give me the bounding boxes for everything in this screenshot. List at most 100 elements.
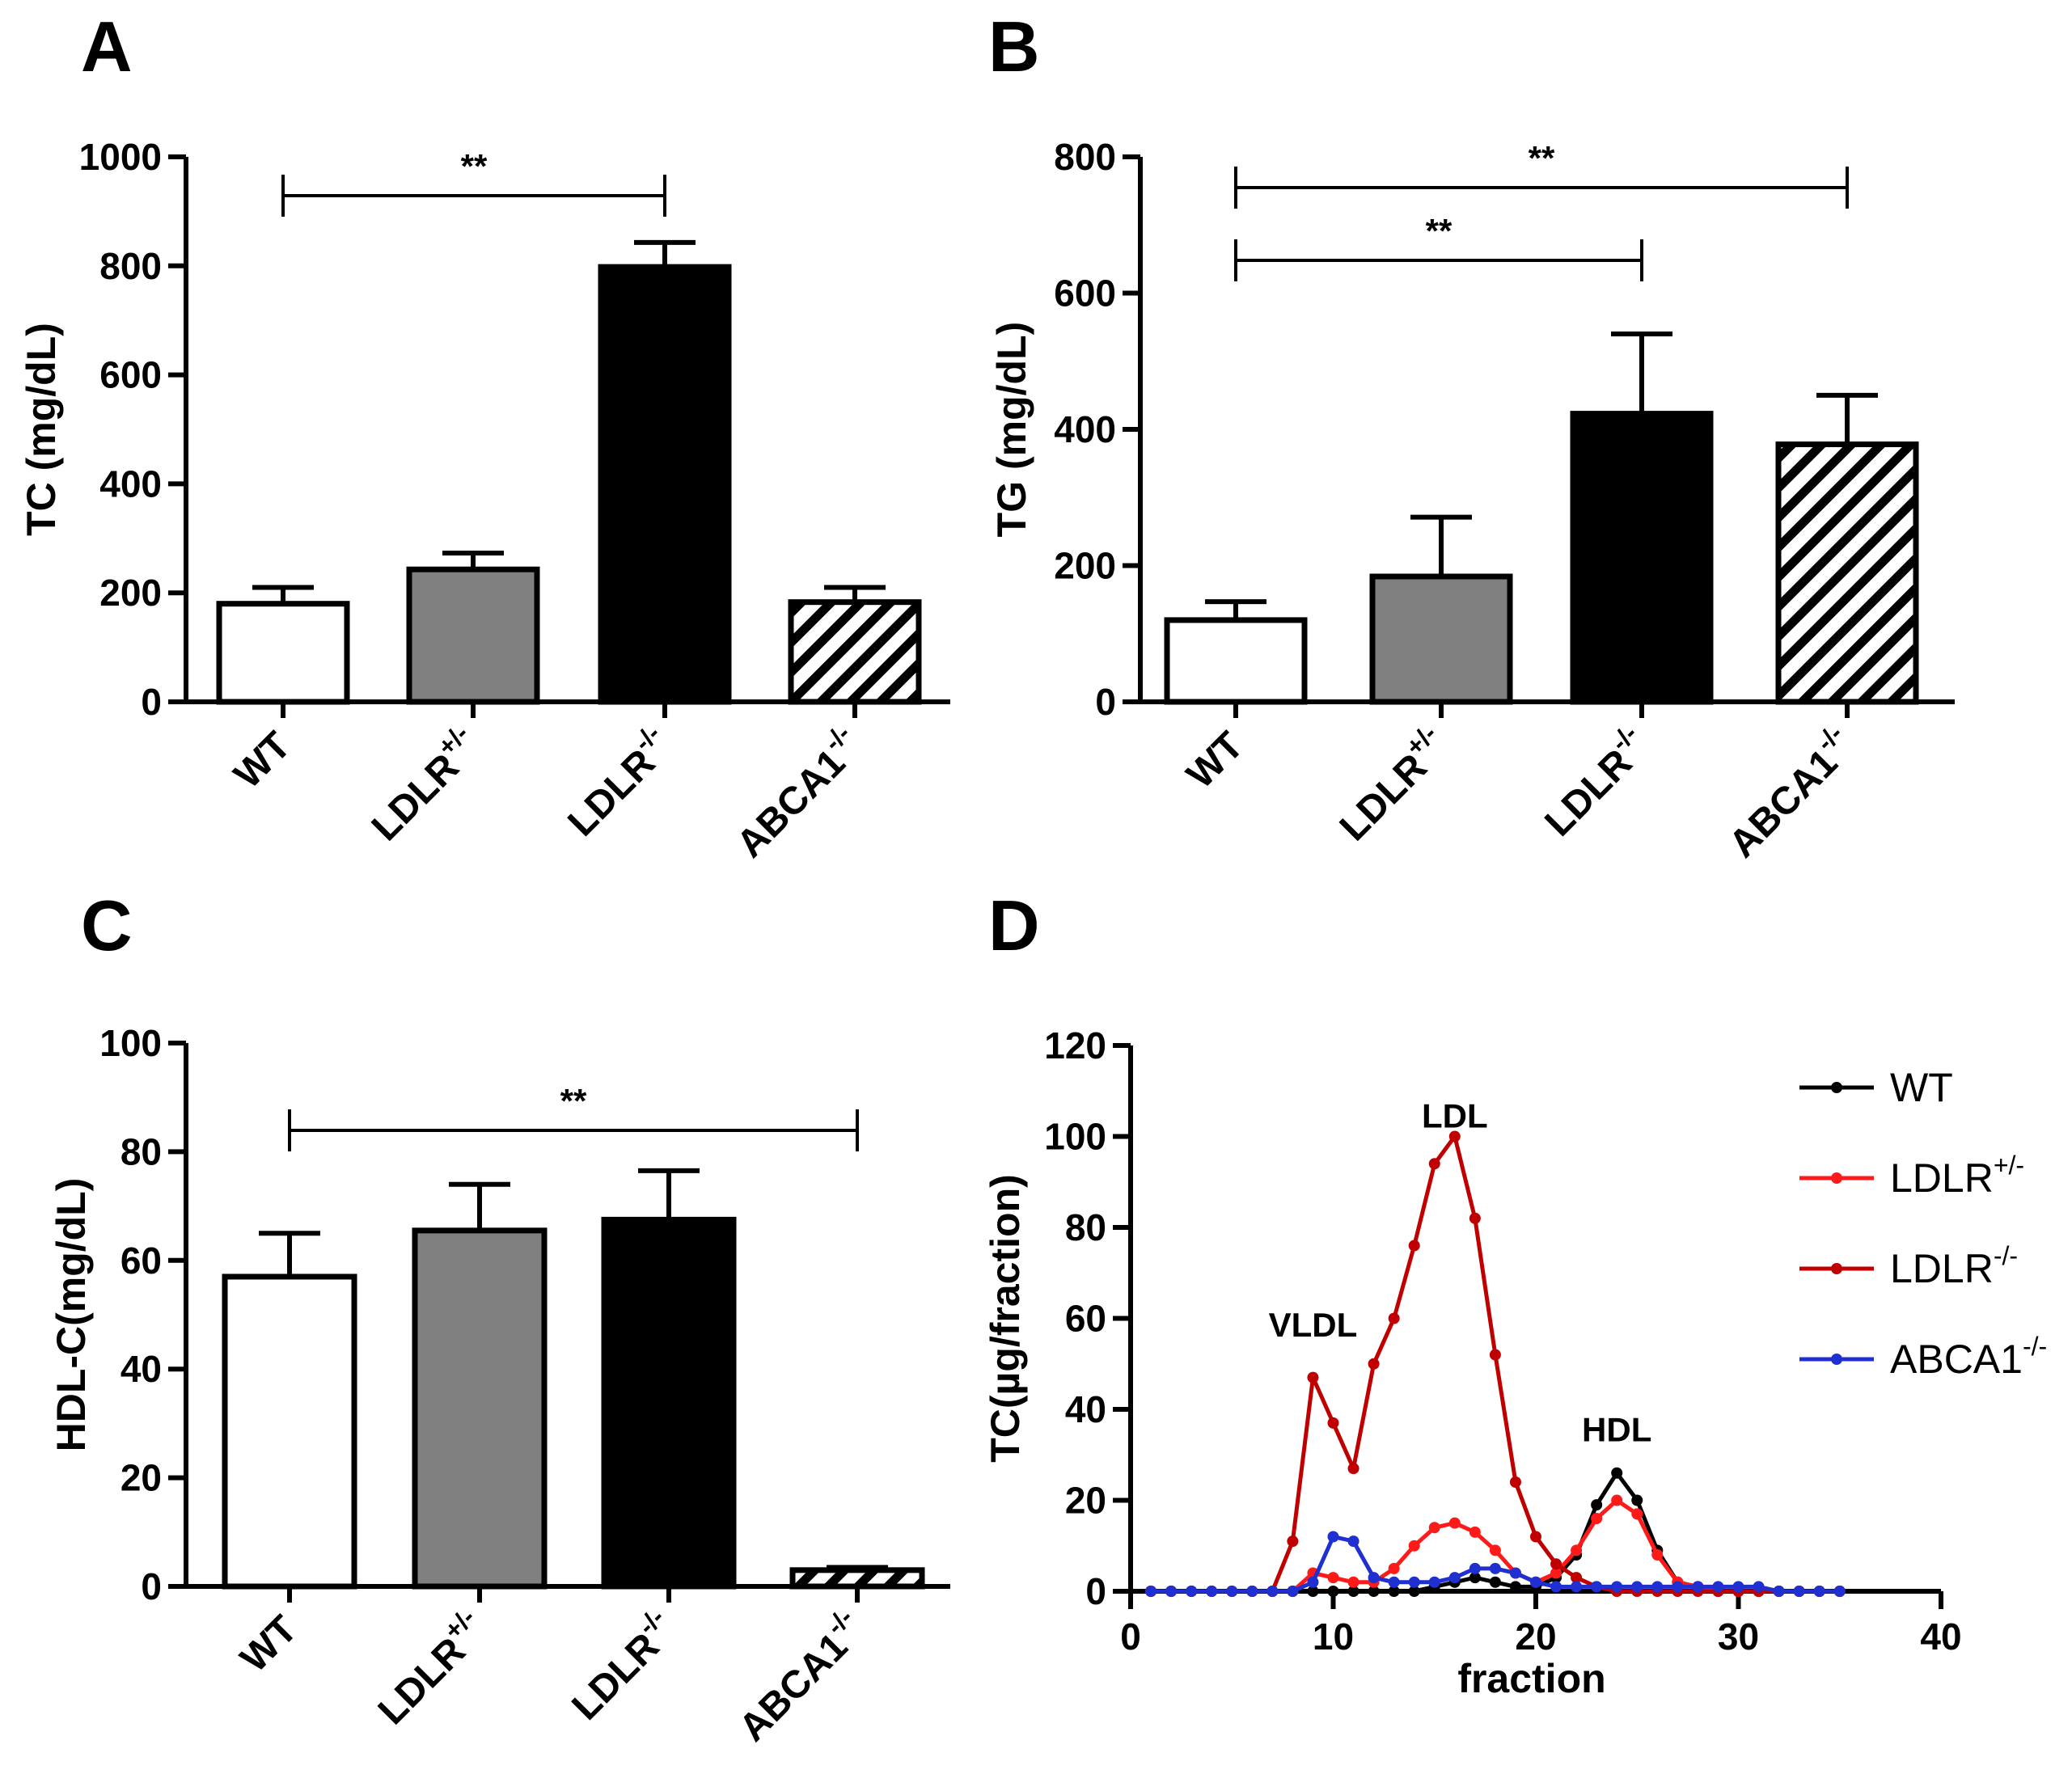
series-point-3-12 — [1388, 1576, 1400, 1588]
series-point-3-30 — [1753, 1581, 1765, 1593]
category-label-c-1: LDLR+/- — [365, 1603, 495, 1733]
y-tick-label-c-80: 80 — [121, 1130, 162, 1172]
series-point-3-29 — [1732, 1581, 1744, 1593]
series-point-2-10 — [1347, 1463, 1359, 1475]
series-point-1-17 — [1489, 1544, 1501, 1556]
panel-d: D 0 20 40 60 80 100 120 0 10 20 30 40 fraction TC(µg/f… — [983, 885, 2047, 1701]
category-label-c-0-base: WT — [233, 1607, 306, 1680]
bar-b-3 — [1775, 441, 1919, 705]
y-tick-label-b-200: 200 — [1054, 545, 1116, 587]
series-point-0-8 — [1307, 1586, 1319, 1597]
series-point-3-24 — [1631, 1581, 1643, 1593]
peak-label-ldl: LDL — [1422, 1096, 1488, 1134]
bar-c-0 — [222, 1273, 357, 1590]
series-point-1-15 — [1448, 1517, 1461, 1529]
y-tick-label-a-600: 600 — [99, 354, 162, 396]
series-point-3-0 — [1145, 1586, 1157, 1597]
y-tick-label-a-200: 200 — [99, 572, 162, 614]
sig-label-a-0: ** — [461, 147, 488, 185]
series-point-3-17 — [1489, 1562, 1501, 1574]
series-point-3-23 — [1611, 1581, 1623, 1593]
y-tick-label-b-0: 0 — [1095, 681, 1116, 723]
series-point-1-24 — [1631, 1508, 1643, 1520]
category-label-a-3: ABCA1-/- — [724, 719, 871, 866]
series-point-3-13 — [1408, 1576, 1420, 1588]
sig-label-c-0: ** — [560, 1082, 587, 1120]
y-tick-label-c-0: 0 — [141, 1565, 162, 1607]
series-point-0-17 — [1489, 1576, 1501, 1588]
bar-b-0 — [1164, 617, 1308, 705]
y-tick-label-d-60: 60 — [1065, 1298, 1106, 1340]
series-point-0-16 — [1469, 1572, 1481, 1584]
series-point-1-16 — [1469, 1526, 1481, 1538]
series-point-3-1 — [1165, 1586, 1178, 1597]
bar-a-2 — [598, 264, 732, 705]
x-axis-title-d: fraction — [1457, 1656, 1605, 1701]
category-label-c-0: WT — [233, 1607, 306, 1680]
series-point-3-26 — [1672, 1581, 1684, 1593]
panel-c: C 0 20 40 60 80 100 HDL-C(mg/dL) WT LDLR+/- LDLR-/… — [49, 885, 950, 1750]
peak-label-vldl: VLDL — [1269, 1306, 1358, 1344]
series-point-2-11 — [1368, 1358, 1380, 1370]
series-point-3-10 — [1347, 1535, 1359, 1548]
series-point-1-9 — [1327, 1572, 1339, 1584]
x-tick-label-d-10: 10 — [1313, 1616, 1354, 1658]
series-point-2-17 — [1489, 1349, 1501, 1361]
series-point-2-21 — [1571, 1572, 1583, 1584]
legend-marker-2 — [1831, 1263, 1842, 1274]
y-tick-label-a-800: 800 — [99, 245, 162, 287]
sig-label-b-1: ** — [1426, 212, 1453, 250]
y-tick-label-c-40: 40 — [121, 1348, 162, 1390]
y-tick-label-d-80: 80 — [1065, 1206, 1106, 1248]
legend-label-3: ABCA1-/- — [1890, 1332, 2047, 1382]
series-point-2-16 — [1469, 1212, 1481, 1224]
y-tick-label-c-60: 60 — [121, 1240, 162, 1282]
panel-b-letter: B — [988, 6, 1040, 87]
y-tick-label-a-1000: 1000 — [79, 136, 162, 178]
series-point-3-3 — [1206, 1586, 1218, 1597]
series-point-0-13 — [1408, 1586, 1420, 1597]
series-point-3-28 — [1712, 1581, 1724, 1593]
y-tick-label-d-0: 0 — [1085, 1570, 1106, 1612]
y-axis-title-a: TC (mg/dL) — [19, 323, 64, 536]
category-label-b-0-base: WT — [1179, 724, 1252, 796]
series-point-2-13 — [1408, 1240, 1420, 1252]
bar-c-1 — [412, 1227, 548, 1590]
legend-label-1-sup: +/- — [1994, 1151, 2024, 1180]
series-point-2-14 — [1428, 1158, 1440, 1170]
x-tick-label-d-0: 0 — [1120, 1616, 1141, 1658]
series-point-1-21 — [1571, 1544, 1583, 1556]
category-label-a-2: LDLR-/- — [555, 719, 681, 845]
series-point-3-18 — [1509, 1567, 1521, 1579]
y-axis-title-d: TC(µg/fraction) — [983, 1174, 1028, 1463]
series-point-2-15 — [1448, 1130, 1461, 1143]
series-point-2-7 — [1287, 1535, 1299, 1548]
y-tick-label-d-100: 100 — [1044, 1116, 1106, 1158]
panel-c-letter: C — [81, 885, 133, 965]
series-point-0-9 — [1327, 1586, 1339, 1597]
series-point-3-7 — [1287, 1586, 1299, 1597]
category-label-a-0-base: WT — [226, 724, 299, 796]
category-label-b-2: LDLR-/- — [1532, 719, 1658, 845]
series-point-1-10 — [1347, 1576, 1359, 1588]
legend-marker-1 — [1831, 1172, 1842, 1184]
legend-label-1: LDLR+/- — [1890, 1151, 2024, 1201]
series-point-3-9 — [1327, 1531, 1339, 1543]
series-point-1-14 — [1428, 1522, 1440, 1534]
series-point-1-22 — [1591, 1513, 1603, 1524]
bar-a-3 — [788, 599, 922, 705]
category-label-c-3: ABCA1-/- — [726, 1603, 873, 1750]
bar-b-1 — [1369, 573, 1513, 705]
y-tick-label-d-20: 20 — [1065, 1480, 1106, 1522]
category-label-b-1: LDLR+/- — [1326, 719, 1457, 849]
series-point-0-11 — [1368, 1586, 1380, 1597]
y-tick-label-c-20: 20 — [121, 1457, 162, 1499]
category-label-a-1: LDLR+/- — [358, 719, 488, 849]
series-line-2 — [1151, 1134, 1840, 1594]
series-point-3-25 — [1651, 1581, 1664, 1593]
category-label-b-0: WT — [1179, 724, 1252, 796]
series-point-2-18 — [1509, 1476, 1521, 1488]
series-point-3-20 — [1550, 1581, 1562, 1593]
category-label-a-3-base: ABCA1 — [729, 741, 853, 866]
legend-marker-0 — [1831, 1082, 1842, 1093]
